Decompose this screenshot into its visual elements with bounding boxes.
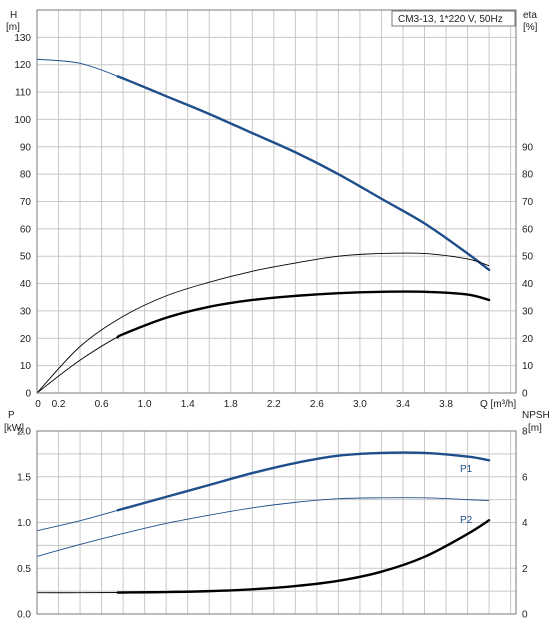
head-tick-label: 20	[20, 334, 32, 345]
efficiency-axis-unit: [%]	[523, 22, 538, 33]
power-npsh-plot-frame	[36, 430, 517, 615]
head-tick-label: 10	[20, 361, 32, 372]
head-efficiency-panel: 0 10 20 30 40 50 60 70 80 90 100 110 120 130 0 10 20 30 4…	[6, 9, 538, 410]
power-npsh-curve-2	[36, 519, 490, 594]
flow-tick-label: 0	[35, 399, 41, 410]
efficiency-axis-ticks: 0 10 20 30 40 50 60 70 80 90	[522, 142, 534, 399]
efficiency-tick-label: 80	[522, 170, 534, 181]
head-tick-label: 100	[14, 115, 31, 126]
flow-axis-title: Q [m³/h]	[480, 399, 516, 410]
flow-tick-label: 3.4	[396, 399, 410, 410]
head-tick-label: 90	[20, 142, 32, 153]
power-tick-label: 1.5	[17, 472, 31, 483]
head-efficiency-curve-1	[36, 252, 490, 394]
power-axis-unit: [kW]	[4, 423, 24, 434]
flow-tick-label: 1.4	[181, 399, 195, 410]
power-tick-label: 0.5	[17, 564, 31, 575]
efficiency-tick-label: 10	[522, 361, 534, 372]
npsh-axis-unit: [m]	[528, 423, 542, 434]
head-efficiency-curve-0	[36, 58, 490, 271]
efficiency-tick-label: 0	[522, 389, 528, 400]
flow-tick-label: 1.0	[138, 399, 152, 410]
head-efficiency-plot-frame	[36, 9, 517, 394]
head-efficiency-curve-0-duty-range	[116, 75, 491, 272]
head-tick-label: 70	[20, 197, 32, 208]
flow-tick-label: 0.2	[52, 399, 66, 410]
head-tick-label: 40	[20, 279, 32, 290]
flow-tick-label: 1.8	[224, 399, 238, 410]
flow-tick-label: 2.2	[267, 399, 281, 410]
power-npsh-curve-0	[36, 452, 490, 532]
efficiency-tick-label: 50	[522, 252, 534, 263]
head-efficiency-curve-2-duty-range	[116, 290, 491, 339]
efficiency-axis-title: eta	[523, 10, 537, 21]
head-axis-ticks: 0 10 20 30 40 50 60 70 80 90 100 110 120 130	[14, 33, 31, 400]
flow-axis-ticks: 0 0.2 0.6 1.0 1.4 1.8 2.2 2.6 3.0 3.4 3.8	[35, 399, 453, 410]
power-tick-label: 2.0	[17, 427, 31, 438]
head-tick-label: 0	[25, 389, 31, 400]
head-axis-title: H	[10, 10, 17, 21]
power-axis-title: P	[8, 410, 15, 421]
power-tick-label: 1.0	[17, 518, 31, 529]
power-tick-label: 0.0	[17, 610, 31, 621]
flow-tick-label: 3.0	[353, 399, 367, 410]
efficiency-tick-label: 40	[522, 279, 534, 290]
npsh-tick-label: 4	[522, 518, 528, 529]
efficiency-tick-label: 70	[522, 197, 534, 208]
power-npsh-curves	[36, 451, 491, 594]
npsh-tick-label: 0	[522, 610, 528, 621]
power-axis-ticks: 0.0 0.5 1.0 1.5 2.0	[17, 427, 31, 621]
efficiency-tick-label: 60	[522, 224, 534, 235]
npsh-tick-label: 6	[522, 472, 528, 483]
flow-tick-label: 2.6	[310, 399, 324, 410]
chart-title: CM3-13, 1*220 V, 50Hz	[398, 14, 503, 25]
efficiency-tick-label: 90	[522, 142, 534, 153]
head-efficiency-curve-2	[36, 291, 490, 394]
flow-tick-label: 3.8	[439, 399, 453, 410]
npsh-tick-label: 2	[522, 564, 528, 575]
power-npsh-curve-1	[36, 497, 490, 557]
power-npsh-curve-0-duty-range	[116, 451, 491, 512]
flow-tick-label: 0.6	[95, 399, 109, 410]
p2-curve-label: P2	[460, 515, 473, 526]
head-tick-label: 30	[20, 306, 32, 317]
head-tick-label: 80	[20, 170, 32, 181]
head-tick-label: 110	[15, 88, 31, 99]
efficiency-tick-label: 30	[522, 306, 534, 317]
head-efficiency-grid	[37, 10, 516, 393]
chart-title-box	[391, 10, 516, 27]
head-axis-unit: [m]	[6, 22, 20, 33]
power-npsh-panel: 0.0 0.5 1.0 1.5 2.0 0 2 4 6 8 P [kW] NPSH [m] P1…	[4, 410, 550, 621]
head-tick-label: 50	[20, 252, 32, 263]
npsh-tick-label: 8	[522, 427, 528, 438]
efficiency-tick-label: 20	[522, 334, 534, 345]
p1-curve-label: P1	[460, 464, 473, 475]
npsh-axis-title: NPSH	[522, 410, 550, 421]
head-tick-label: 60	[20, 224, 32, 235]
power-npsh-curve-2-duty-range	[116, 519, 491, 594]
head-tick-label: 130	[14, 33, 31, 44]
head-tick-label: 120	[14, 60, 31, 71]
npsh-axis-ticks: 0 2 4 6 8	[522, 427, 528, 621]
head-efficiency-curves	[36, 58, 491, 394]
